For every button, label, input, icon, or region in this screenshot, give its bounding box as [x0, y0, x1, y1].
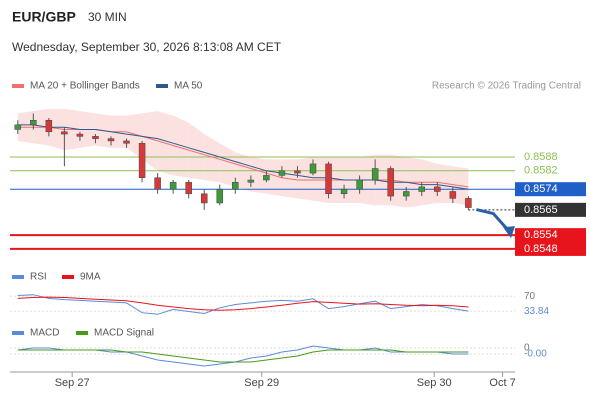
candle-body	[138, 142, 146, 178]
candle-body	[14, 124, 22, 130]
x-tick-label: Sep 27	[55, 377, 90, 389]
level-label: 0.8588	[524, 151, 558, 163]
x-tick-label: Sep 29	[244, 377, 279, 389]
candle-body	[371, 168, 379, 181]
forecast-arrowhead	[503, 226, 515, 239]
candle-body	[107, 138, 115, 142]
legend-label: MACD Signal	[94, 328, 154, 339]
legend-label: 9MA	[80, 272, 101, 283]
bollinger-band	[204, 134, 220, 183]
legend-swatch	[12, 84, 24, 88]
candle-body	[278, 170, 286, 176]
forecast-arrow	[476, 208, 511, 233]
level-label: 0.8565	[524, 204, 558, 216]
legend-swatch	[12, 331, 24, 335]
candle-body	[30, 120, 37, 126]
candle-body	[356, 179, 363, 190]
bollinger-band	[250, 157, 267, 194]
legend-swatch	[156, 84, 168, 88]
candle-body	[387, 168, 394, 197]
candle-body	[263, 175, 270, 181]
y-tick-label: 0	[524, 343, 530, 354]
y-tick-label: 33.84	[524, 306, 549, 317]
y-tick-label: 70	[524, 291, 536, 302]
candle-body	[76, 133, 84, 137]
candle-body	[123, 140, 130, 144]
level-box	[515, 182, 586, 197]
date: Wednesday, September 30, 2026 8:13:08 AM…	[12, 40, 282, 54]
level-label: 0.8574	[524, 183, 558, 195]
legend-label: MA 50	[174, 81, 203, 92]
bollinger-band	[235, 152, 251, 192]
candle-body	[61, 131, 68, 135]
candle-body	[434, 186, 441, 192]
legend-swatch	[12, 275, 24, 279]
bollinger-band	[266, 159, 282, 197]
level-box	[515, 228, 586, 243]
candle-body	[294, 170, 301, 174]
bollinger-band	[173, 115, 189, 178]
candle-body	[216, 188, 224, 204]
candle-body	[92, 136, 99, 139]
level-label: 0.8548	[524, 243, 558, 255]
level-box	[515, 202, 586, 217]
candle-body	[402, 191, 410, 197]
candle-body	[154, 177, 161, 190]
timeframe: 30 MIN	[88, 10, 127, 24]
y-tick-label: -0.00	[524, 349, 547, 360]
candle-body	[309, 163, 317, 174]
legend-label: MACD	[30, 328, 59, 339]
candle-body	[169, 182, 177, 190]
level-box	[515, 241, 586, 256]
candle-body	[340, 188, 348, 195]
candle-body	[45, 120, 53, 133]
bollinger-band	[48, 108, 65, 151]
legend-label: RSI	[30, 272, 47, 283]
x-tick-label: Oct 7	[489, 377, 515, 389]
chart-title: EUR/GBP	[12, 9, 76, 25]
bollinger-band	[142, 111, 158, 171]
candle-body	[418, 186, 426, 192]
legend-label: MA 20 + Bollinger Bands	[30, 81, 140, 92]
candle-body	[325, 163, 332, 195]
rsi-line	[17, 296, 469, 311]
macd-line	[17, 349, 469, 363]
candle-body	[200, 193, 208, 204]
candle-body	[449, 191, 457, 199]
level-label: 0.8554	[524, 229, 558, 241]
bollinger-band	[219, 143, 236, 187]
candle-body	[185, 182, 192, 195]
candle-body	[465, 198, 472, 208]
bollinger-band	[188, 122, 205, 180]
level-label: 0.8582	[524, 165, 558, 177]
rsi-line	[17, 294, 469, 315]
legend-swatch	[62, 275, 74, 279]
source: Research © 2026 Trading Central	[432, 81, 581, 92]
bollinger-band	[126, 113, 143, 160]
x-tick-label: Sep 30	[417, 377, 452, 389]
legend-swatch	[76, 331, 88, 335]
candle-body	[247, 179, 255, 183]
candle-body	[232, 182, 239, 190]
bollinger-band	[297, 157, 313, 201]
